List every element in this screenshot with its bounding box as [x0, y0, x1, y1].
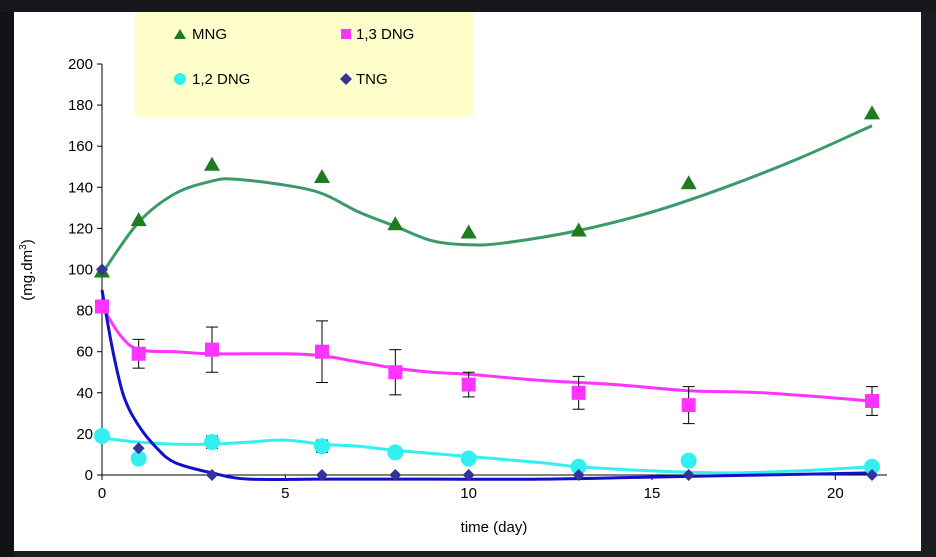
data-point-13dng: [681, 398, 696, 413]
chart-panel: MNG 1,3 DNG 1,2 DNG TNG 0 20 40 60 80 100 120 1…: [14, 12, 921, 551]
data-point-12dng: [94, 427, 110, 444]
x-ticks: 0 5 10 15 20: [98, 475, 844, 502]
background-top-edge: [0, 0, 936, 12]
fit-lines: [100, 124, 873, 482]
data-markers: [94, 105, 880, 481]
legend-item-13dng: 1,3 DNG: [341, 26, 414, 43]
data-point-tng: [316, 469, 328, 481]
x-tick-label: 20: [827, 485, 844, 502]
y-tick-label: 40: [76, 385, 93, 402]
y-axis-title-close: ): [19, 239, 36, 244]
data-point-mng: [314, 169, 330, 184]
y-tick-label: 120: [68, 220, 93, 237]
data-point-12dng: [864, 458, 880, 475]
data-point-13dng: [388, 365, 403, 380]
data-point-mng: [864, 105, 880, 120]
data-point-13dng: [205, 342, 219, 357]
y-tick-label: 140: [68, 179, 93, 196]
background-left-edge: [0, 0, 14, 557]
data-point-tng: [132, 442, 145, 455]
data-point-12dng: [387, 444, 404, 461]
data-point-12dng: [570, 458, 587, 475]
data-point-tng: [572, 469, 585, 481]
data-point-mng: [204, 156, 220, 171]
legend-marker-tng: [340, 73, 352, 85]
x-tick-label: 5: [281, 485, 289, 502]
y-axis-title-text: (mg.dm3): [18, 239, 36, 300]
x-tick-label: 10: [460, 485, 477, 502]
data-point-13dng: [571, 385, 586, 400]
legend-marker-13dng: [341, 29, 351, 39]
x-tick-label: 0: [98, 485, 106, 502]
x-axis-title: time (day): [461, 519, 528, 536]
data-point-mng: [460, 224, 477, 239]
legend-marker-12dng: [174, 73, 186, 85]
y-tick-label: 20: [76, 426, 93, 443]
y-tick-label: 60: [76, 344, 93, 361]
chart-svg: MNG 1,3 DNG 1,2 DNG TNG 0204060801001201…: [18, 12, 887, 536]
data-point-mng: [387, 216, 404, 231]
y-tick-label: 80: [76, 303, 93, 320]
legend: MNG 1,3 DNG 1,2 DNG TNG: [135, 12, 474, 117]
data-point-12dng: [680, 452, 697, 469]
fit-line-tng: [100, 289, 873, 482]
legend-label-tng: TNG: [356, 71, 388, 88]
y-axis-title: (mg.dm3): [18, 239, 36, 300]
data-point-tng: [206, 469, 218, 481]
y-tick-label: 180: [68, 97, 93, 114]
fit-line-mng: [100, 124, 873, 275]
data-point-tng: [96, 263, 108, 276]
y-tick-label: 0: [85, 467, 93, 484]
data-point-mng: [570, 222, 587, 237]
y-axis-title-superscript: 3: [18, 244, 29, 250]
data-point-13dng: [131, 346, 146, 361]
y-tick-label: 200: [68, 56, 93, 73]
error-bars: [132, 320, 878, 472]
axes: 0 20 40 60 80 100 120 140 160 180 200 0 5 10 15 20: [68, 56, 887, 502]
data-point-12dng: [204, 434, 220, 451]
data-point-13dng: [95, 299, 109, 314]
legend-item-12dng: 1,2 DNG: [174, 71, 250, 88]
legend-label-mng: MNG: [192, 26, 227, 43]
legend-item-tng: TNG: [340, 71, 388, 88]
data-point-tng: [462, 469, 475, 481]
legend-label-12dng: 1,2 DNG: [192, 71, 250, 88]
legend-box: [135, 12, 474, 117]
x-tick-label: 15: [644, 485, 661, 502]
data-point-13dng: [315, 344, 329, 359]
data-point-mng: [680, 175, 697, 190]
y-axis-title-main: (mg.dm: [19, 250, 36, 301]
data-point-tng: [866, 469, 878, 481]
data-point-mng: [130, 212, 147, 227]
legend-label-13dng: 1,3 DNG: [356, 26, 414, 43]
data-point-tng: [389, 469, 402, 481]
y-tick-label: 100: [68, 262, 93, 279]
data-point-12dng: [130, 450, 147, 467]
data-point-tng: [682, 469, 695, 481]
y-tick-label: 160: [68, 138, 93, 155]
data-point-13dng: [461, 377, 476, 392]
data-point-12dng: [460, 450, 477, 467]
legend-marker-mng: [174, 29, 186, 39]
data-point-13dng: [865, 394, 879, 409]
legend-item-mng: MNG: [174, 26, 227, 43]
data-point-12dng: [314, 438, 330, 455]
